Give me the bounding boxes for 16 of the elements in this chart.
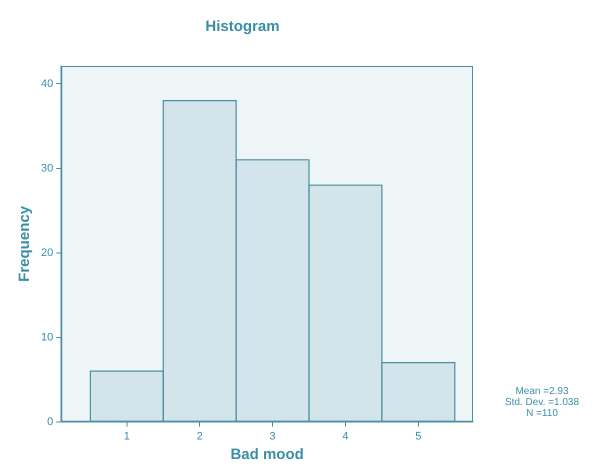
text: Std. Dev. =1.038 — [504, 397, 580, 408]
x-tick-label: 4 — [342, 430, 349, 442]
text: Mean =2.93 — [514, 386, 570, 397]
y-tick-label: 20 — [40, 246, 54, 259]
chart-title: Histogram — [205, 18, 280, 36]
x-axis-title: Bad mood — [230, 446, 304, 464]
x-tick-label: 1 — [124, 430, 130, 442]
x-tick-label: 3 — [270, 430, 276, 442]
y-axis-title: Frequency — [16, 205, 34, 282]
y-tick-label: 30 — [40, 162, 54, 174]
y-tick-label: 0 — [47, 416, 54, 428]
y-tick-label: 40 — [40, 78, 54, 90]
x-tick-label: 2 — [196, 430, 203, 442]
x-tick-label: 5 — [415, 430, 422, 442]
text: N =110 — [525, 408, 559, 419]
y-tick-label: 10 — [40, 331, 54, 344]
